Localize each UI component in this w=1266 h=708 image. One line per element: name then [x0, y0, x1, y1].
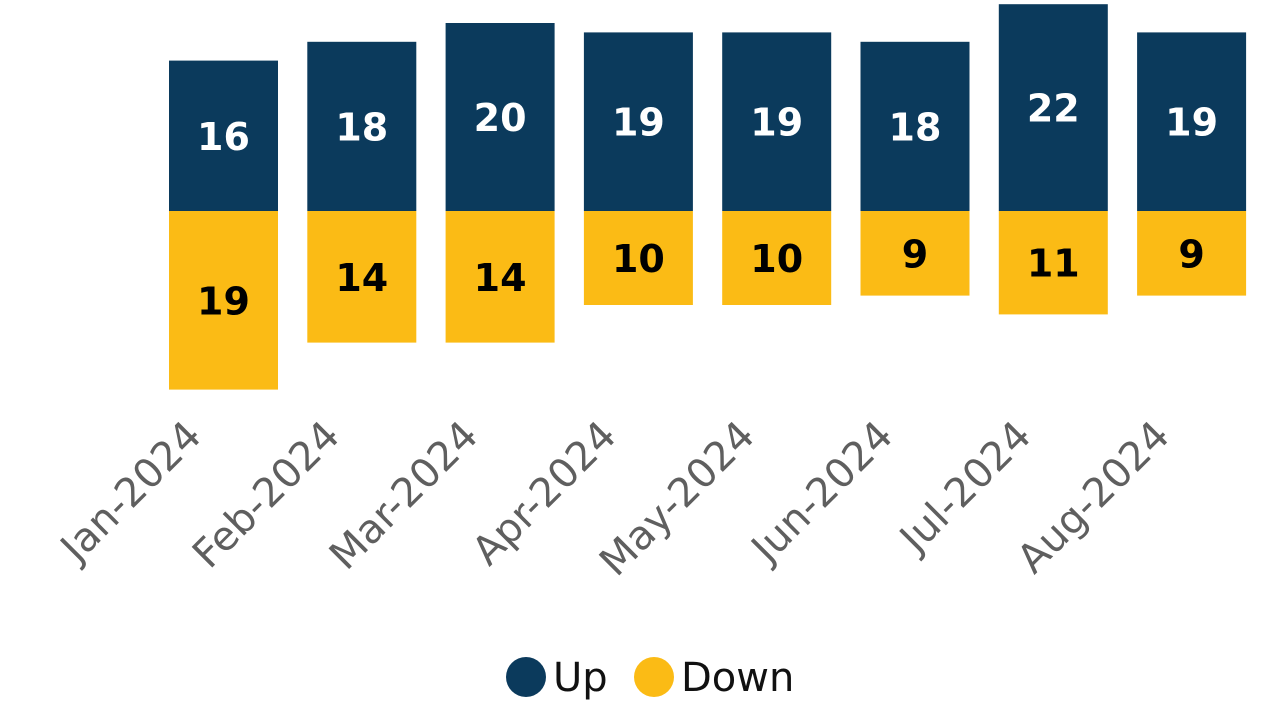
bar-down-feb-2024	[307, 211, 417, 343]
data-label-down-apr-2024: 10	[612, 237, 665, 281]
x-tick-jan-2024: Jan-2024	[50, 413, 210, 573]
bar-up-jun-2024	[860, 41, 970, 211]
legend-label-up: Up	[553, 655, 608, 701]
data-label-up-apr-2024: 19	[612, 101, 665, 145]
x-tick-feb-2024: Feb-2024	[184, 413, 349, 578]
data-label-down-mar-2024: 14	[474, 256, 527, 300]
data-label-down-jan-2024: 19	[197, 279, 250, 323]
bars-layer	[169, 4, 1247, 390]
x-tick-aug-2024: Aug-2024	[1009, 413, 1179, 583]
bar-up-mar-2024	[445, 23, 555, 211]
legend-label-down: Down	[681, 655, 794, 701]
bar-down-mar-2024	[445, 211, 555, 343]
bar-up-aug-2024	[1137, 32, 1247, 212]
legend-marker-down	[634, 657, 674, 697]
data-label-up-aug-2024: 19	[1165, 101, 1218, 145]
bar-down-jan-2024	[169, 211, 278, 390]
bar-down-jul-2024	[998, 211, 1108, 315]
data-label-down-jun-2024: 9	[902, 232, 928, 276]
data-label-up-feb-2024: 18	[335, 105, 388, 149]
bar-up-jan-2024	[169, 60, 278, 211]
data-label-down-jul-2024: 11	[1027, 242, 1080, 286]
data-label-up-jun-2024: 18	[889, 105, 942, 149]
data-label-up-mar-2024: 20	[474, 96, 527, 140]
data-label-down-may-2024: 10	[750, 237, 803, 281]
bar-up-may-2024	[722, 32, 832, 212]
data-label-down-feb-2024: 14	[335, 256, 388, 300]
x-tick-jun-2024: Jun-2024	[741, 413, 902, 574]
data-label-up-jul-2024: 22	[1027, 87, 1080, 131]
legend: Up Down	[506, 655, 794, 701]
bar-down-jun-2024	[860, 211, 970, 296]
bar-down-may-2024	[722, 211, 832, 305]
bar-down-aug-2024	[1137, 211, 1247, 296]
data-labels-layer: 16 19 18 14 20 14 19 10 19 10 18 9 22 11 19 9	[197, 87, 1218, 324]
x-tick-labels: Jan-2024Feb-2024Mar-2024Apr-2024May-2024…	[50, 413, 1179, 586]
data-label-up-may-2024: 19	[750, 101, 803, 145]
data-label-up-jan-2024: 16	[197, 115, 250, 159]
bar-up-jul-2024	[998, 4, 1108, 212]
bar-down-apr-2024	[583, 211, 693, 305]
legend-marker-up	[506, 657, 546, 697]
bar-up-apr-2024	[583, 32, 693, 212]
x-tick-mar-2024: Mar-2024	[321, 413, 487, 579]
data-label-down-aug-2024: 9	[1178, 232, 1204, 276]
bar-up-feb-2024	[307, 41, 417, 211]
